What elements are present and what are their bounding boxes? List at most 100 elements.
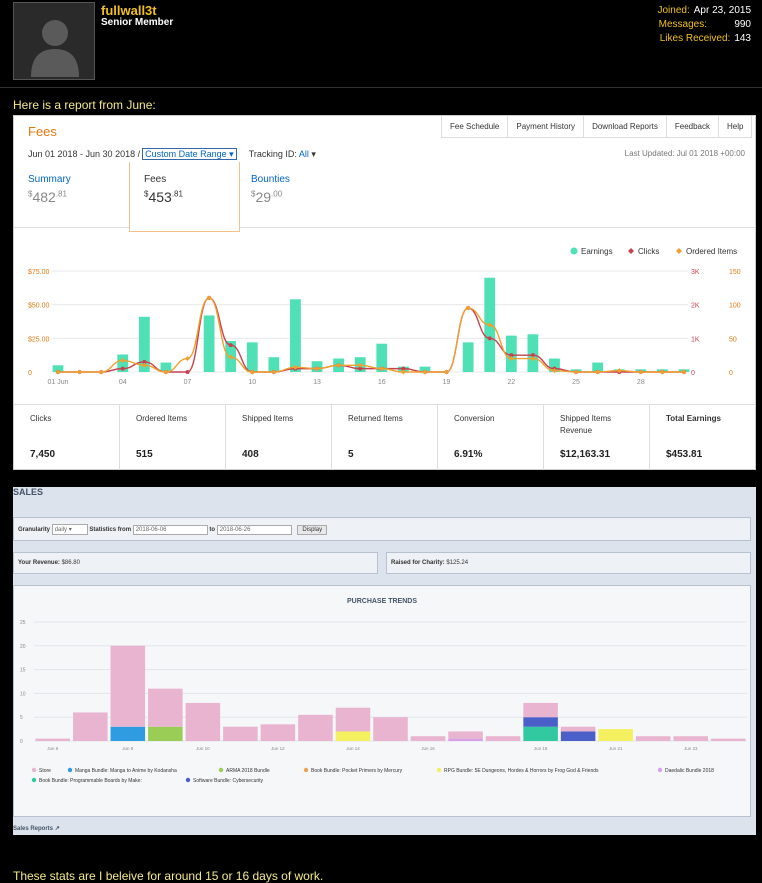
stat-value: 143	[734, 33, 751, 44]
charity-value: $125.24	[446, 560, 469, 566]
y-tick-label-clicks: 3K	[691, 269, 700, 276]
avatar[interactable]	[13, 2, 95, 80]
earnings-bar	[527, 334, 539, 372]
total-value: 515	[136, 449, 153, 460]
to-date-input[interactable]: 2018-06-26	[216, 525, 292, 535]
x-tick-label: 19	[443, 379, 451, 386]
earnings-bar	[549, 358, 560, 372]
ordered-items-point	[400, 369, 406, 375]
y-tick-label: $50.00	[28, 303, 50, 310]
amazon-fees-screenshot: Fees Fee Schedule Payment History Downlo…	[13, 115, 756, 470]
clicks-point	[509, 353, 514, 358]
revenue-box: Your Revenue: $86.80	[13, 552, 378, 574]
fee-schedule-tab[interactable]: Fee Schedule	[442, 116, 509, 137]
totals-row: Clicks 7,450 Ordered Items 515 Shipped Ite…	[14, 404, 755, 470]
sales-reports-label: Sales Reports	[13, 826, 54, 832]
earnings-bar	[138, 316, 150, 372]
legend-marker	[185, 777, 191, 783]
stacked-bar-segment	[35, 738, 71, 741]
granularity-label: Granularity	[18, 527, 51, 533]
total-label: Conversion	[454, 414, 495, 423]
feedback-tab[interactable]: Feedback	[666, 116, 720, 137]
ordered-items-point	[573, 369, 579, 375]
earnings-bar	[419, 366, 431, 372]
clicks-point	[487, 336, 492, 341]
ordered-items-point	[508, 356, 514, 362]
bounties-tab[interactable]: Bounties $29.00	[237, 162, 352, 228]
legend-label: Software Bundle: Cybersecurity	[193, 778, 264, 784]
legend-marker	[676, 248, 682, 254]
legend-marker	[67, 767, 73, 773]
stacked-bar-segment	[673, 736, 708, 741]
clicks-point	[185, 370, 190, 374]
payment-history-tab[interactable]: Payment History	[508, 116, 585, 137]
legend-label: Earnings	[581, 247, 613, 256]
chevron-down-icon: ▾	[311, 149, 316, 159]
display-button[interactable]: Display	[297, 525, 328, 535]
bounties-label: Bounties	[251, 174, 290, 185]
revenue-value: $86.80	[61, 560, 80, 566]
ordered-items-point	[681, 369, 687, 375]
stat-label: Messages:	[658, 19, 707, 30]
sales-reports-link[interactable]: Sales Reports ↗	[13, 825, 60, 832]
x-tick-label: 07	[184, 379, 192, 386]
ordered-items-point	[638, 369, 644, 375]
granularity-select[interactable]: daily ▾	[51, 524, 88, 535]
date-range: Jun 01 2018 - Jun 30 2018 /	[28, 149, 141, 159]
likes-stat: Likes Received: 143	[660, 33, 751, 44]
stacked-bar-segment	[560, 726, 596, 732]
user-title: Senior Member	[101, 17, 174, 28]
total-earnings: Total Earnings $453.81	[650, 405, 755, 470]
y-tick-label-items: 50	[729, 336, 737, 343]
clicks-point	[228, 343, 233, 348]
x-tick-label: Jun 19	[534, 746, 548, 751]
charity-box: Raised for Charity: $125.24	[386, 552, 751, 574]
y-tick-label: 0	[28, 370, 32, 377]
stats-from-label: Statistics from	[89, 527, 132, 533]
clicks-point	[401, 366, 406, 371]
username[interactable]: fullwall3t	[101, 3, 157, 18]
stacked-bar-segment	[410, 736, 446, 741]
help-tab[interactable]: Help	[719, 116, 753, 137]
stat-value: Apr 23, 2015	[693, 5, 751, 16]
from-date-input[interactable]: 2018-06-06	[132, 525, 208, 535]
total-label: Shipped Items Revenue	[560, 414, 612, 435]
fees-tab[interactable]: Fees $453.81	[129, 162, 240, 232]
earnings-bar	[160, 362, 172, 372]
earnings-chart: Earnings Clicks Ordered Items $75.00 3K 150 $5…	[28, 247, 741, 386]
stacked-bar-segment	[110, 726, 146, 741]
post-header: fullwall3t Senior Member Joined: Apr 23, …	[0, 0, 762, 88]
post-intro-text: Here is a report from June:	[13, 98, 156, 112]
legend-label: Store	[39, 768, 51, 774]
stacked-bar-segment	[598, 729, 633, 741]
summary-tab[interactable]: Summary $482.81	[14, 162, 129, 228]
total-value: 408	[242, 449, 259, 460]
fees-label: Fees	[144, 174, 167, 185]
y-tick-label: $75.00	[28, 269, 50, 276]
filter-bar: Granularity daily ▾ Statistics from 2018…	[13, 517, 751, 541]
y-tick-label-items: 0	[729, 370, 733, 377]
x-tick-label: Jun 16	[421, 746, 435, 751]
last-updated: Last Updated: Jul 01 2018 +00:00	[624, 149, 745, 158]
x-tick-label: 10	[248, 379, 256, 386]
total-shipped-items: Shipped Items 408	[226, 405, 332, 470]
stacked-bar-segment	[635, 736, 671, 741]
stacked-bar-segment	[148, 726, 183, 741]
date-range-select[interactable]: Custom Date Range ▾	[142, 148, 237, 160]
fees-value: $453.81	[144, 189, 183, 205]
purchase-trends-box: PURCHASE TRENDS 25 20 15 10 5 0 Jun 6 Jun 8 Jun 1…	[13, 585, 751, 817]
y-tick-label-clicks: 1K	[691, 336, 700, 343]
dollars: 482	[32, 189, 56, 205]
y-tick-label: 0	[20, 739, 23, 745]
granularity-value: daily	[54, 527, 68, 533]
ordered-items-point	[206, 295, 212, 301]
total-label: Clicks	[30, 414, 52, 423]
tracking-id[interactable]: Tracking ID: All ▾	[249, 149, 316, 159]
total-clicks: Clicks 7,450	[14, 405, 120, 470]
x-tick-label: 22	[507, 379, 515, 386]
stat-label: Likes Received:	[659, 33, 731, 44]
ordered-items-point	[163, 369, 169, 375]
legend-label: Clicks	[638, 247, 659, 256]
download-reports-tab[interactable]: Download Reports	[584, 116, 667, 137]
